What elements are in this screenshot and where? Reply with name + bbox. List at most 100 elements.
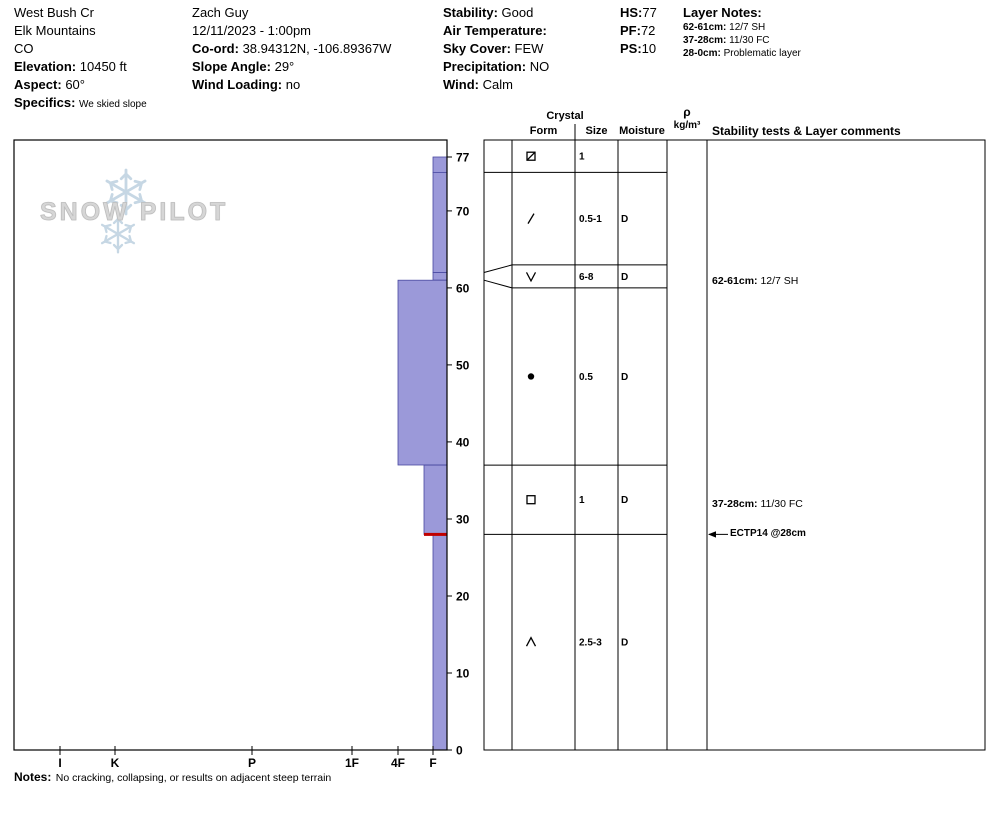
moisture-value: D — [621, 272, 628, 283]
comments-header: Stability tests & Layer comments — [712, 124, 901, 138]
snowflake-icon — [105, 168, 147, 216]
coord-value: 38.94312N, -106.89367W — [242, 41, 392, 56]
notes-label: Notes: — [14, 770, 52, 784]
depth-tick-label: 70 — [456, 204, 470, 218]
air-temp-line: Air Temperature: — [443, 22, 549, 40]
aspect-line: Aspect: 60° — [14, 76, 147, 94]
profile-plot-border — [13, 139, 448, 751]
notes-line: Notes: No cracking, collapsing, or resul… — [14, 768, 331, 786]
stability-label: Stability: — [443, 5, 498, 20]
elevation-label: Elevation: — [14, 59, 77, 74]
density-symbol-header: ρ — [683, 105, 691, 119]
layer-comment-range: 62-61cm: — [712, 274, 758, 287]
layer-notes-block: Layer Notes: 62-61cm: 12/7 SH 37-28cm: 1… — [683, 4, 801, 60]
layer-comment: 37-28cm: 11/30 FC — [712, 498, 803, 511]
elevation-line: Elevation: 10450 ft — [14, 58, 147, 76]
specifics-label: Specifics: — [14, 95, 76, 110]
aspect-value: 60° — [65, 77, 85, 92]
specifics-line: Specifics: We skied slope — [14, 94, 147, 114]
grain-form-icon-wind-broken — [526, 151, 536, 161]
form-header: Form — [529, 125, 558, 137]
layer-hardness-bar — [432, 156, 448, 173]
layer-hardness-bar — [423, 464, 448, 535]
grain-size-value: 6-8 — [579, 272, 594, 283]
site-name: West Bush Cr — [14, 5, 94, 20]
slope-angle-value: 29° — [274, 59, 295, 74]
air-temp-label: Air Temperature: — [443, 23, 547, 38]
coord-line: Co-ord: 38.94312N, -106.89367W — [192, 40, 391, 58]
wind-loading-label: Wind Loading: — [192, 77, 283, 92]
mountain-range: Elk Mountains — [14, 23, 96, 38]
crystal-header: Crystal — [546, 110, 584, 122]
thin-layer-wedge-line — [483, 264, 513, 273]
ect-arrow-head — [708, 531, 716, 538]
location-block: West Bush Cr Elk Mountains CO Elevation:… — [14, 4, 147, 114]
sky-cover-value: FEW — [514, 41, 544, 56]
hs-value: 77 — [642, 5, 657, 20]
state: CO — [14, 41, 34, 56]
conditions-block: Stability: Good Air Temperature: Sky Cov… — [443, 4, 549, 94]
hardness-tick-label: K — [111, 756, 120, 770]
hardness-tick-label: I — [58, 756, 61, 770]
grain-form-icon-facets — [526, 495, 536, 505]
snowflake-icon — [100, 214, 136, 254]
aspect-label: Aspect: — [14, 77, 62, 92]
pf-value: 72 — [640, 23, 656, 38]
layer-hardness-bar — [432, 534, 448, 751]
grain-form-icon-decomposing-fragments — [527, 213, 535, 224]
grain-size-value: 2.5-3 — [579, 638, 602, 649]
slope-angle-line: Slope Angle: 29° — [192, 58, 391, 76]
wind-line: Wind: Calm — [443, 76, 549, 94]
observer-name: Zach Guy — [192, 5, 249, 20]
layer-note: 62-61cm: 12/7 SH — [683, 21, 801, 34]
moisture-value: D — [621, 214, 628, 225]
layer-note-range: 62-61cm: — [683, 22, 727, 33]
ps-line: PS:10 — [620, 40, 657, 58]
layer-note-text: 12/7 SH — [729, 22, 766, 33]
specifics-value: We skied slope — [79, 99, 147, 110]
depth-tick-label: 10 — [456, 667, 470, 681]
ps-value: 10 — [641, 41, 657, 56]
moisture-header: Moisture — [619, 125, 665, 137]
layer-table-border — [483, 139, 986, 751]
slope-angle-label: Slope Angle: — [192, 59, 271, 74]
depth-tick-label: 0 — [456, 744, 463, 758]
totals-block: HS:77 PF:72 PS:10 — [620, 4, 657, 58]
precip-label: Precipitation: — [443, 59, 527, 74]
grain-size-value: 0.5-1 — [579, 214, 602, 225]
depth-tick-label: 60 — [456, 281, 470, 295]
density-units-header: kg/m³ — [673, 120, 701, 131]
wind-value: Calm — [482, 77, 513, 92]
hs-label: HS: — [620, 5, 643, 20]
observer-block: Zach Guy 12/11/2023 - 1:00pm Co-ord: 38.… — [192, 4, 391, 94]
grain-form-icon-surface-hoar — [525, 272, 537, 283]
pf-line: PF:72 — [620, 22, 657, 40]
depth-tick-label: 20 — [456, 590, 470, 604]
depth-tick-label: 77 — [456, 151, 470, 165]
depth-tick-label: 30 — [456, 513, 470, 527]
layer-note-range: 37-28cm: — [683, 35, 727, 46]
hardness-tick-label: 1F — [345, 756, 359, 770]
watermark-text: SNOW PILOT — [40, 198, 229, 227]
ps-label: PS: — [620, 41, 642, 56]
pf-label: PF: — [620, 23, 641, 38]
observation-datetime: 12/11/2023 - 1:00pm — [192, 23, 312, 38]
fracture-line — [424, 532, 447, 536]
hardness-tick-label: P — [248, 756, 256, 770]
depth-tick-label: 40 — [456, 435, 470, 449]
stability-line: Stability: Good — [443, 4, 549, 22]
precip-line: Precipitation: NO — [443, 58, 549, 76]
layer-note-text: 11/30 FC — [729, 35, 770, 46]
snowpilot-watermark: SNOW PILOT — [40, 168, 226, 262]
coord-label: Co-ord: — [192, 41, 239, 56]
grain-form-icon-wind-broken-slash — [526, 151, 536, 161]
layer-note-range: 28-0cm: — [683, 48, 721, 59]
grain-form-icon-rounded-grains — [527, 373, 535, 380]
thin-layer-wedge-line — [483, 279, 513, 289]
layer-notes-title: Layer Notes: — [683, 4, 801, 21]
hardness-tick-label: 4F — [391, 756, 405, 770]
layer-notes-title-text: Layer Notes: — [683, 5, 762, 20]
size-header: Size — [585, 125, 608, 137]
precip-value: NO — [529, 59, 550, 74]
